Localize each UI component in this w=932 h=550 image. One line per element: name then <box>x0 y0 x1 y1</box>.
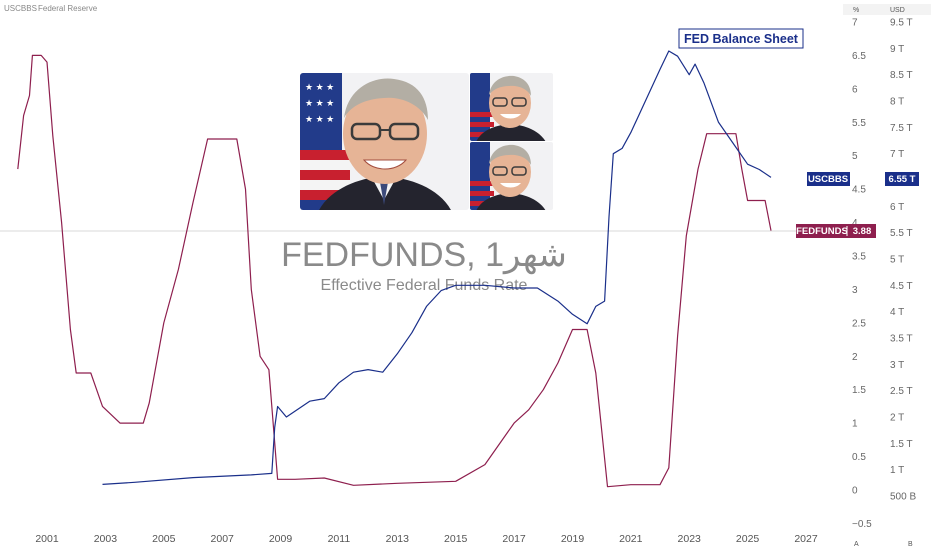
x-axis-tick-label: 2027 <box>794 533 818 545</box>
x-axis-tick-label: 2001 <box>35 533 59 545</box>
left-axis-tick-label: 1 <box>852 419 858 430</box>
left-axis-tick-label: 6 <box>852 84 858 95</box>
right-axis-tick-label: 6 T <box>890 202 904 213</box>
left-unit-box[interactable] <box>843 4 887 15</box>
x-axis: 2001 2003 2005 2007 2009 2011 2013 2015 2017 2019… <box>35 533 818 545</box>
left-axis-tick-label: 5 <box>852 151 858 162</box>
left-axis-tick-label: 1.5 <box>852 385 866 396</box>
portrait-large-image: ★ ★ ★ ★ ★ ★ ★ ★ ★ <box>300 73 469 210</box>
series-layer <box>17 50 772 488</box>
x-axis-tick-label: 2015 <box>444 533 468 545</box>
right-axis-tick-label: 3.5 T <box>890 334 913 345</box>
x-axis-tick-label: 2003 <box>94 533 118 545</box>
left-axis-tick-label: 7 <box>852 18 858 29</box>
right-axis-tick-label: 7.5 T <box>890 123 913 134</box>
auto-scale-button[interactable]: A <box>854 541 859 548</box>
left-unit-label: % <box>853 7 859 14</box>
x-axis-tick-label: 2007 <box>211 533 235 545</box>
portrait-small-image-bottom <box>470 142 553 210</box>
right-axis-tick-label: 3 T <box>890 360 904 371</box>
x-axis-tick-label: 2023 <box>678 533 702 545</box>
fedfunds-value-label: 3.88 <box>853 226 872 237</box>
right-axis-tick-label: 2.5 T <box>890 386 913 397</box>
left-axis-tick-label: −0.5 <box>852 519 872 530</box>
right-axis-tick-label: 8 T <box>890 97 904 108</box>
right-axis-tick-label: 500 B <box>890 492 916 503</box>
left-axis-tick-label: 0 <box>852 486 858 497</box>
x-axis-tick-label: 2005 <box>152 533 176 545</box>
watermark-subtitle: Effective Federal Funds Rate <box>321 277 528 294</box>
x-axis-tick-label: 2011 <box>328 533 351 545</box>
left-axis-tick-label: 3.5 <box>852 252 866 263</box>
left-axis-tick-label: 0.5 <box>852 452 866 463</box>
right-unit-label: USD <box>890 7 905 14</box>
right-axis-tick-label: 1 T <box>890 465 904 476</box>
log-scale-button[interactable]: B <box>908 541 913 548</box>
left-axis-tick-label: 2 <box>852 352 858 363</box>
uscbbs-name-label: USCBBS <box>808 174 848 185</box>
right-axis-tick-label: 2 T <box>890 413 904 424</box>
x-axis-tick-label: 2019 <box>561 533 585 545</box>
left-axis-tick-label: 2.5 <box>852 318 866 329</box>
right-axis-tick-label: 9.5 T <box>890 18 913 29</box>
x-axis-tick-label: 2009 <box>269 533 293 545</box>
right-axis-tick-label: 5 T <box>890 255 904 266</box>
svg-text:★ ★ ★: ★ ★ ★ <box>305 114 334 124</box>
left-axis-tick-label: 4 <box>852 218 858 229</box>
uscbbs-name-tag: USCBBS <box>807 172 850 186</box>
left-axis-tick-label: 6.5 <box>852 51 866 62</box>
right-axis-tick-label: 8.5 T <box>890 70 913 81</box>
right-axis-tick-label: 9 T <box>890 44 904 55</box>
uscbbs-value-label: 6.55 T <box>889 174 916 185</box>
fedfunds-tag: FEDFUNDS 3.88 <box>796 224 876 238</box>
right-axis: 9.5 T9 T8.5 T8 T7.5 T7 T6.5 T6 T5.5 T5 T… <box>890 18 916 503</box>
left-axis-tick-label: 5.5 <box>852 118 866 129</box>
left-axis-tick-label: 4.5 <box>852 185 866 196</box>
right-axis-tick-label: 7 T <box>890 149 904 160</box>
portrait-small-image-top <box>470 73 553 141</box>
right-axis-tick-label: 5.5 T <box>890 228 913 239</box>
series-line-fedfunds[interactable] <box>17 54 772 488</box>
fedfunds-name-label: FEDFUNDS <box>796 226 848 237</box>
right-axis-tick-label: 4.5 T <box>890 281 913 292</box>
left-axis-tick-label: 3 <box>852 285 858 296</box>
annotation-box[interactable]: FED Balance Sheet <box>678 28 804 49</box>
series-line-uscbbs[interactable] <box>102 50 772 485</box>
source-label: Federal Reserve <box>38 4 98 13</box>
right-axis-tick-label: 1.5 T <box>890 439 913 450</box>
x-axis-tick-label: 2021 <box>619 533 643 545</box>
svg-text:★ ★ ★: ★ ★ ★ <box>305 98 334 108</box>
watermark-title: FEDFUNDS, 1شهر <box>281 236 567 275</box>
photo-inset: ★ ★ ★ ★ ★ ★ ★ ★ ★ <box>300 73 553 210</box>
symbol-label: USCBBS <box>4 4 37 13</box>
left-axis: 7 6.5 6 5.5 5 4.5 4 3.5 3 2.5 2 1.5 1 0.5 0 −0.5 <box>852 18 872 530</box>
annotation-text: FED Balance Sheet <box>684 32 799 46</box>
x-axis-tick-label: 2017 <box>502 533 526 545</box>
right-unit-box[interactable] <box>887 4 931 15</box>
x-axis-tick-label: 2013 <box>386 533 410 545</box>
x-axis-tick-label: 2025 <box>736 533 760 545</box>
svg-text:★ ★ ★: ★ ★ ★ <box>305 82 334 92</box>
uscbbs-value-tag: 6.55 T <box>885 172 919 186</box>
right-axis-tick-label: 4 T <box>890 307 904 318</box>
